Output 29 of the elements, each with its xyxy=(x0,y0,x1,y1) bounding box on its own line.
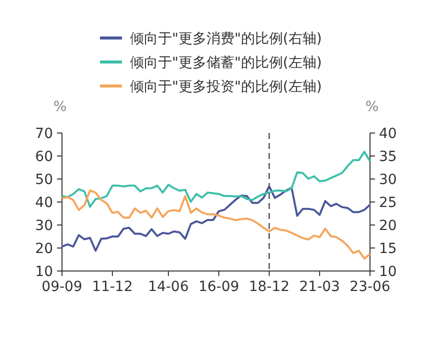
y2-tick-label: 30 xyxy=(379,172,397,188)
line-series xyxy=(61,185,371,252)
y2-tick-label: 25 xyxy=(379,195,397,211)
x-tick-label: 23-06 xyxy=(350,279,390,295)
x-tick-label: 14-06 xyxy=(148,279,189,295)
x-tick-label: 16-09 xyxy=(198,279,240,295)
y2-axis-title: % xyxy=(365,99,379,115)
legend-label: 倾向于"更多消费"的比例(右轴) xyxy=(130,31,322,47)
x-tick-label: 21-03 xyxy=(299,279,340,295)
y-tick-label: 60 xyxy=(35,149,53,165)
y-axis-title: % xyxy=(53,99,67,115)
y2-tick-label: 10 xyxy=(379,264,397,280)
y2-tick-label: 15 xyxy=(379,241,397,257)
y-tick-label: 50 xyxy=(35,172,53,188)
y2-tick-label: 40 xyxy=(379,126,397,142)
legend-label: 倾向于"更多储蓄"的比例(左轴) xyxy=(130,55,322,71)
y-tick-label: 30 xyxy=(35,218,53,234)
x-tick-label: 09-09 xyxy=(42,279,82,295)
y-tick-label: 20 xyxy=(35,241,53,257)
y-tick-label: 40 xyxy=(35,195,53,211)
y-tick-label: 10 xyxy=(35,264,53,280)
x-tick-label: 18-12 xyxy=(248,279,290,295)
y2-tick-label: 20 xyxy=(379,218,397,234)
legend-label: 倾向于"更多投资"的比例(左轴) xyxy=(130,79,322,95)
y-tick-label: 70 xyxy=(35,126,53,142)
line-series xyxy=(61,150,371,208)
x-tick-label: 11-12 xyxy=(92,279,133,295)
line-series xyxy=(61,190,371,260)
y2-tick-label: 35 xyxy=(379,149,397,165)
